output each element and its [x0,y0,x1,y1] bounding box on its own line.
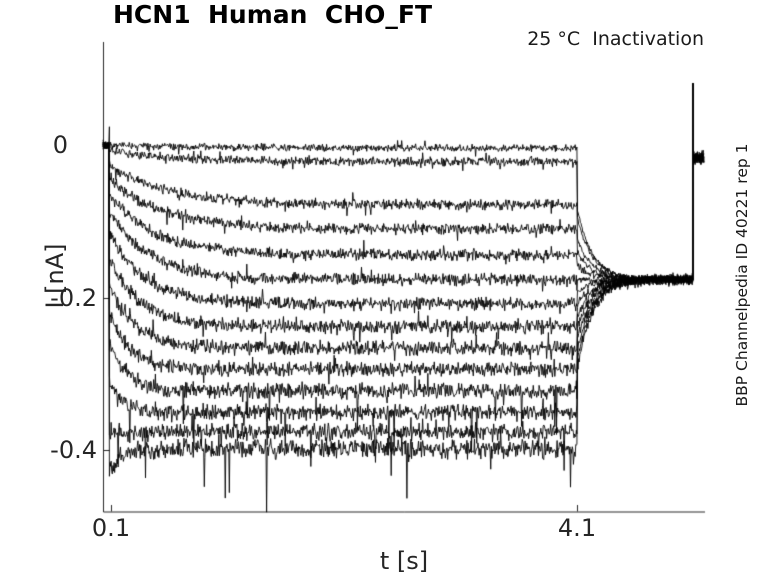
x-axis-label: t [s] [379,547,429,575]
temperature-annotation: 25 °C Inactivation [527,28,704,50]
channelpedia-id-side-note: BBP Channelpedia ID 40221 rep 1 [733,143,751,407]
x-tick-label-41: 4.1 [557,514,597,542]
y-tick-label-neg04: -0.4 [50,436,97,464]
page-title: HCN1 Human CHO_FT [113,0,432,29]
x-tick-label-01: 0.1 [91,514,131,542]
y-tick-label-0: 0 [52,131,68,159]
y-tick-label-neg02: -0.2 [50,284,97,312]
